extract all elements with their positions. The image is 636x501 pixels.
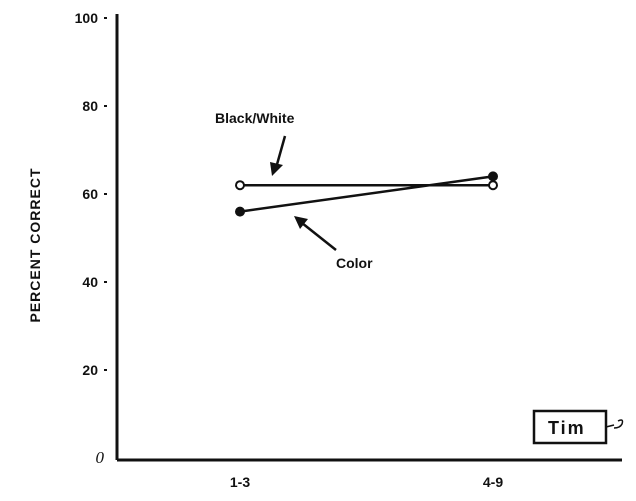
- y-tick-label: 40: [82, 274, 98, 290]
- series-point: [235, 180, 245, 191]
- boxed-label-text: Tim: [548, 418, 586, 438]
- color-arrow: [294, 216, 337, 251]
- y-axis-label: PERCENT CORRECT: [27, 167, 43, 322]
- y-tick-label: 100: [75, 10, 99, 26]
- boxed-label: Tim: [532, 409, 624, 445]
- series-line: [239, 175, 494, 213]
- y-ticks: 100 80 60 40 20 0: [75, 10, 107, 467]
- black-white-arrow: [270, 135, 287, 176]
- y-tick-label: 0: [96, 448, 105, 467]
- x-tick-label: 4-9: [483, 474, 503, 490]
- series-point: [488, 180, 498, 191]
- x-tick-label: 1-3: [230, 474, 250, 490]
- y-tick-label: 20: [82, 362, 98, 378]
- color-annotation: Color: [336, 255, 373, 271]
- black-white-annotation: Black/White: [215, 110, 295, 126]
- y-tick-label: 80: [82, 98, 98, 114]
- x-ticks: 1-3 4-9: [230, 474, 503, 490]
- y-tick-label: 60: [82, 186, 98, 202]
- series-layer: [235, 171, 498, 217]
- series-point: [488, 171, 498, 182]
- series-point: [235, 206, 245, 217]
